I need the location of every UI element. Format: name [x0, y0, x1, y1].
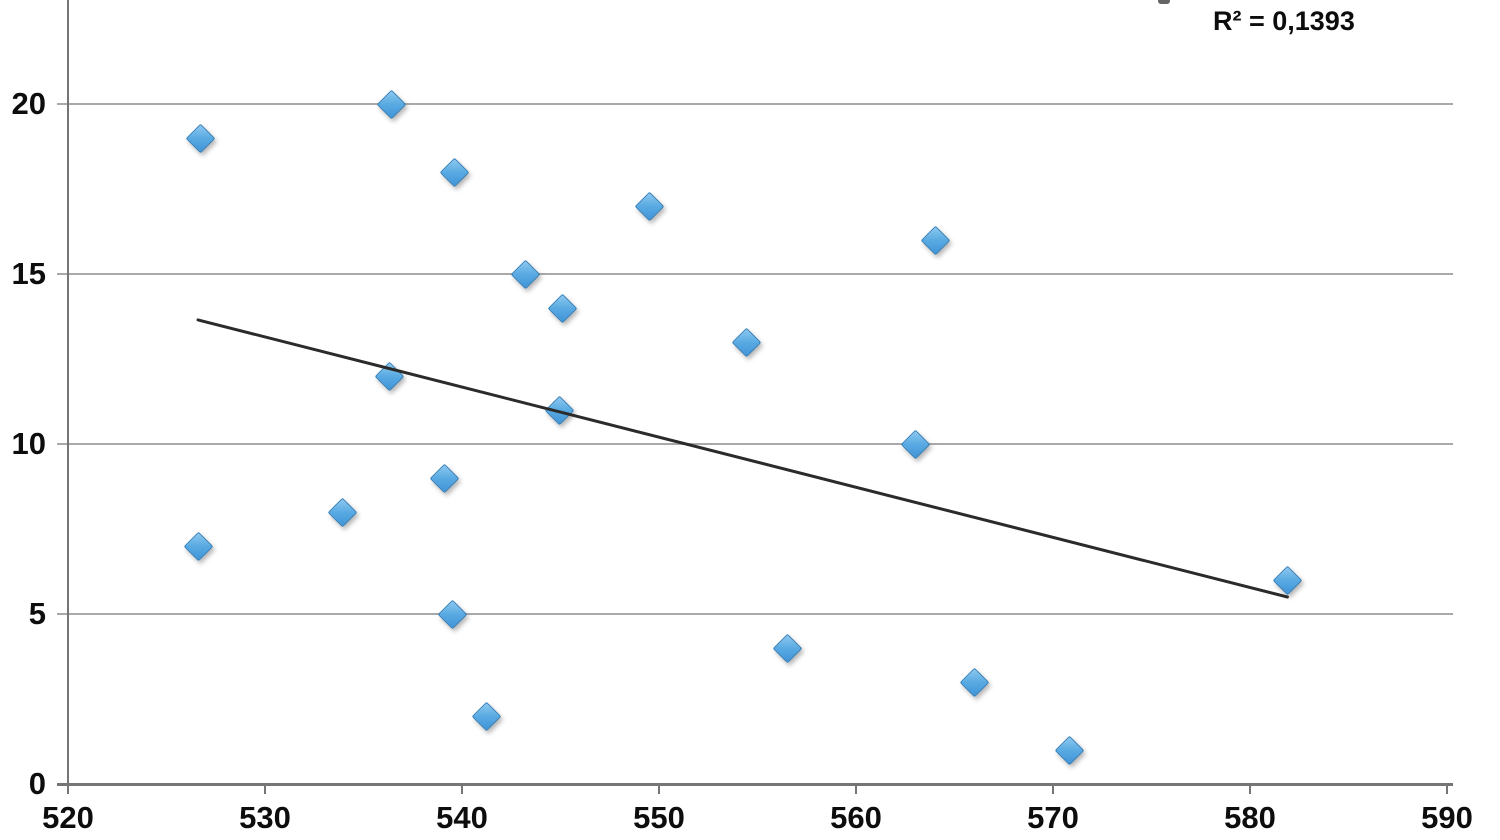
data-point-diamond — [183, 531, 214, 562]
diamond-marker — [183, 531, 214, 562]
x-axis-line — [57, 783, 1453, 786]
data-point-diamond — [437, 599, 468, 630]
diamond-marker — [548, 293, 578, 324]
diamond-marker — [374, 361, 405, 392]
x-tick-520 — [67, 786, 69, 794]
x-tick-530 — [264, 786, 266, 794]
diamond-marker — [1054, 735, 1085, 766]
y-tick-label-0: 0 — [28, 766, 46, 801]
y-tick-label-5: 5 — [28, 596, 46, 631]
data-point-diamond — [1273, 565, 1303, 596]
diamond-marker — [471, 701, 501, 732]
diamond-marker — [439, 157, 470, 188]
data-point-diamond — [510, 259, 541, 290]
data-point-diamond — [920, 225, 951, 256]
data-point-diamond — [900, 429, 931, 460]
diamond-marker — [510, 259, 541, 290]
data-point-diamond — [471, 701, 501, 732]
x-tick-label-590: 590 — [1421, 800, 1473, 835]
y-tick-label-20: 20 — [11, 86, 46, 121]
data-point-diamond — [772, 633, 803, 664]
data-point-diamond — [185, 123, 216, 154]
data-point-diamond — [634, 191, 665, 222]
x-tick-label-580: 580 — [1224, 800, 1276, 835]
y-axis-line — [67, 0, 69, 793]
x-tick-560 — [855, 786, 857, 794]
diamond-marker — [900, 429, 931, 460]
diamond-marker — [920, 225, 951, 256]
cropped-text-artifact — [1158, 0, 1170, 4]
x-tick-label-520: 520 — [42, 800, 94, 835]
x-tick-label-570: 570 — [1027, 800, 1079, 835]
gridline-y-10 — [57, 443, 1453, 445]
diamond-marker — [544, 395, 574, 426]
y-tick-label-10: 10 — [11, 426, 46, 461]
diamond-marker — [634, 191, 665, 222]
y-tick-label-15: 15 — [11, 256, 46, 291]
data-point-diamond — [376, 89, 407, 120]
diamond-marker — [429, 463, 460, 494]
data-point-diamond — [959, 667, 990, 698]
r-squared-label: R² = 0,1393 — [1213, 6, 1355, 36]
data-point-diamond — [327, 497, 358, 528]
gridline-y-20 — [57, 103, 1453, 105]
x-tick-label-540: 540 — [436, 800, 488, 835]
data-point-diamond — [1054, 735, 1085, 766]
diamond-marker — [1273, 565, 1303, 596]
diamond-marker — [959, 667, 990, 698]
x-tick-label-530: 530 — [239, 800, 291, 835]
x-tick-590 — [1446, 786, 1448, 794]
diamond-marker — [185, 123, 216, 154]
diamond-marker — [731, 327, 762, 358]
diamond-marker — [376, 89, 407, 120]
diamond-marker — [437, 599, 468, 630]
x-tick-580 — [1249, 786, 1251, 794]
x-tick-540 — [461, 786, 463, 794]
data-point-diamond — [374, 361, 405, 392]
trend-line — [196, 318, 1289, 599]
data-point-diamond — [429, 463, 460, 494]
x-tick-570 — [1052, 786, 1054, 794]
x-tick-550 — [658, 786, 660, 794]
data-point-diamond — [548, 293, 578, 324]
data-point-diamond — [544, 395, 574, 426]
gridline-y-5 — [57, 613, 1453, 615]
diamond-marker — [327, 497, 358, 528]
x-tick-label-560: 560 — [830, 800, 882, 835]
data-point-diamond — [439, 157, 470, 188]
diamond-marker — [772, 633, 803, 664]
x-tick-label-550: 550 — [633, 800, 685, 835]
gridline-y-15 — [57, 273, 1453, 275]
data-point-diamond — [731, 327, 762, 358]
